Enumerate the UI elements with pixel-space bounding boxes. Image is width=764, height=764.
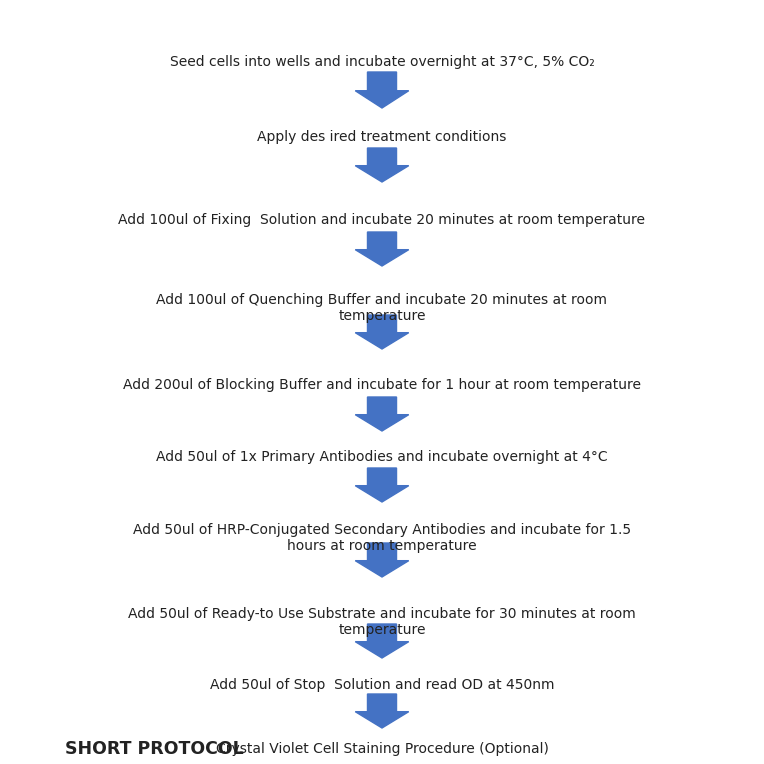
Polygon shape bbox=[355, 232, 409, 266]
Text: Add 50ul of Stop  Solution and read OD at 450nm: Add 50ul of Stop Solution and read OD at… bbox=[210, 678, 554, 692]
Text: Add 50ul of Ready-to Use Substrate and incubate for 30 minutes at room
temperatu: Add 50ul of Ready-to Use Substrate and i… bbox=[128, 607, 636, 637]
Polygon shape bbox=[355, 694, 409, 728]
Text: Add 50ul of HRP-Conjugated Secondary Antibodies and incubate for 1.5
hours at ro: Add 50ul of HRP-Conjugated Secondary Ant… bbox=[133, 523, 631, 553]
Polygon shape bbox=[355, 624, 409, 658]
Text: Add 50ul of 1x Primary Antibodies and incubate overnight at 4°C: Add 50ul of 1x Primary Antibodies and in… bbox=[156, 450, 608, 464]
Text: Seed cells into wells and incubate overnight at 37°C, 5% CO₂: Seed cells into wells and incubate overn… bbox=[170, 55, 594, 69]
Polygon shape bbox=[355, 543, 409, 577]
Polygon shape bbox=[355, 397, 409, 431]
Text: Add 100ul of Fixing  Solution and incubate 20 minutes at room temperature: Add 100ul of Fixing Solution and incubat… bbox=[118, 213, 646, 227]
Text: Apply des ired treatment conditions: Apply des ired treatment conditions bbox=[257, 130, 507, 144]
Text: Crystal Violet Cell Staining Procedure (Optional): Crystal Violet Cell Staining Procedure (… bbox=[215, 742, 549, 756]
Polygon shape bbox=[355, 72, 409, 108]
Text: Add 200ul of Blocking Buffer and incubate for 1 hour at room temperature: Add 200ul of Blocking Buffer and incubat… bbox=[123, 378, 641, 392]
Polygon shape bbox=[355, 148, 409, 182]
Text: SHORT PROTOCOL: SHORT PROTOCOL bbox=[65, 740, 244, 758]
Polygon shape bbox=[355, 315, 409, 349]
Text: Add 100ul of Quenching Buffer and incubate 20 minutes at room
temperature: Add 100ul of Quenching Buffer and incuba… bbox=[157, 293, 607, 323]
Polygon shape bbox=[355, 468, 409, 502]
